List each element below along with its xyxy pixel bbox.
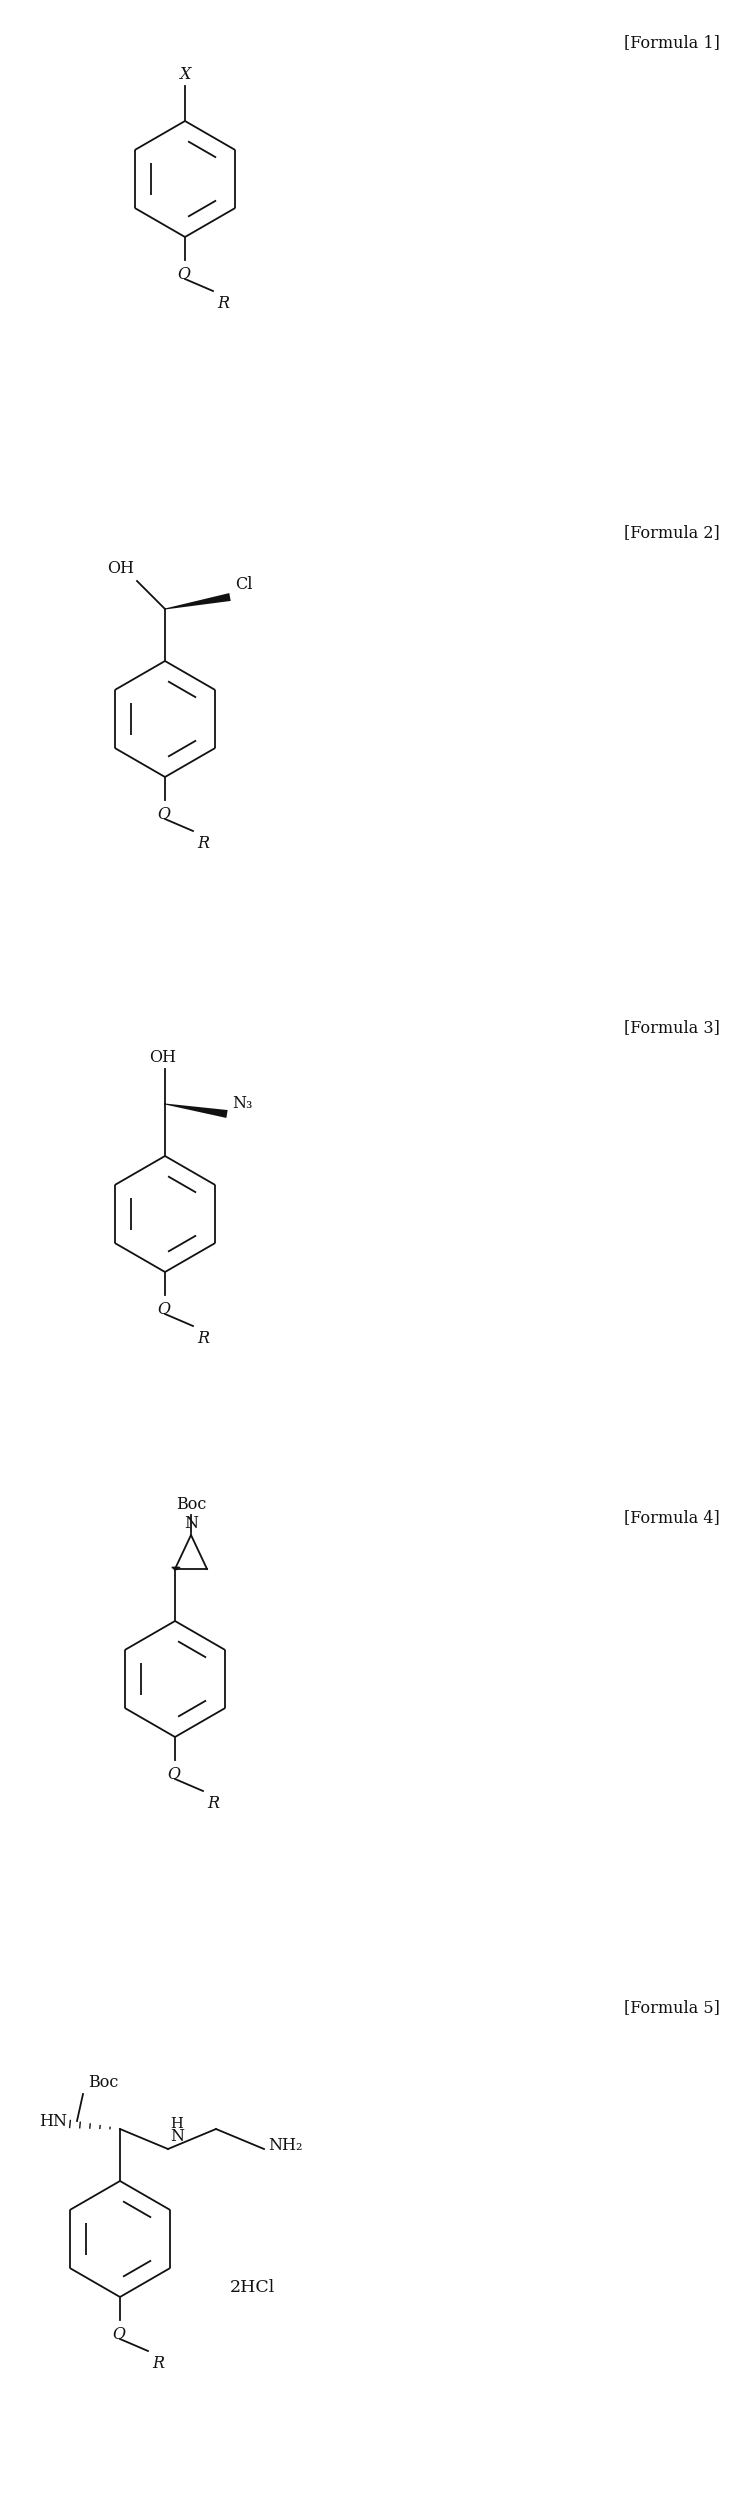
Text: [Formula 1]: [Formula 1] [624,35,720,50]
Text: O: O [177,266,191,284]
Text: R: R [217,296,229,311]
Text: OH: OH [107,560,134,577]
Text: O: O [157,1302,171,1317]
Text: H: H [170,2118,183,2130]
Text: [Formula 4]: [Formula 4] [624,1508,720,1525]
Text: 2HCl: 2HCl [230,2278,275,2296]
Text: O: O [168,1766,180,1784]
Polygon shape [165,1104,228,1119]
Text: N₃: N₃ [232,1094,253,1111]
Text: N: N [184,1515,198,1533]
Text: NH₂: NH₂ [268,2138,302,2153]
Text: N: N [170,2128,184,2145]
Text: O: O [157,805,171,823]
Text: HN: HN [39,2113,67,2130]
Text: R: R [197,835,209,853]
Text: Boc: Boc [176,1495,206,1513]
Polygon shape [165,592,231,610]
Text: O: O [112,2326,126,2343]
Text: Boc: Boc [88,2075,118,2090]
Text: Cl: Cl [235,577,253,592]
Text: OH: OH [150,1049,177,1066]
Text: R: R [207,1794,219,1811]
Text: [Formula 2]: [Formula 2] [624,524,720,542]
Text: R: R [197,1330,209,1347]
Text: [Formula 3]: [Formula 3] [624,1019,720,1036]
Text: X: X [180,65,191,83]
Text: [Formula 5]: [Formula 5] [624,2000,720,2017]
Text: R: R [152,2356,164,2371]
